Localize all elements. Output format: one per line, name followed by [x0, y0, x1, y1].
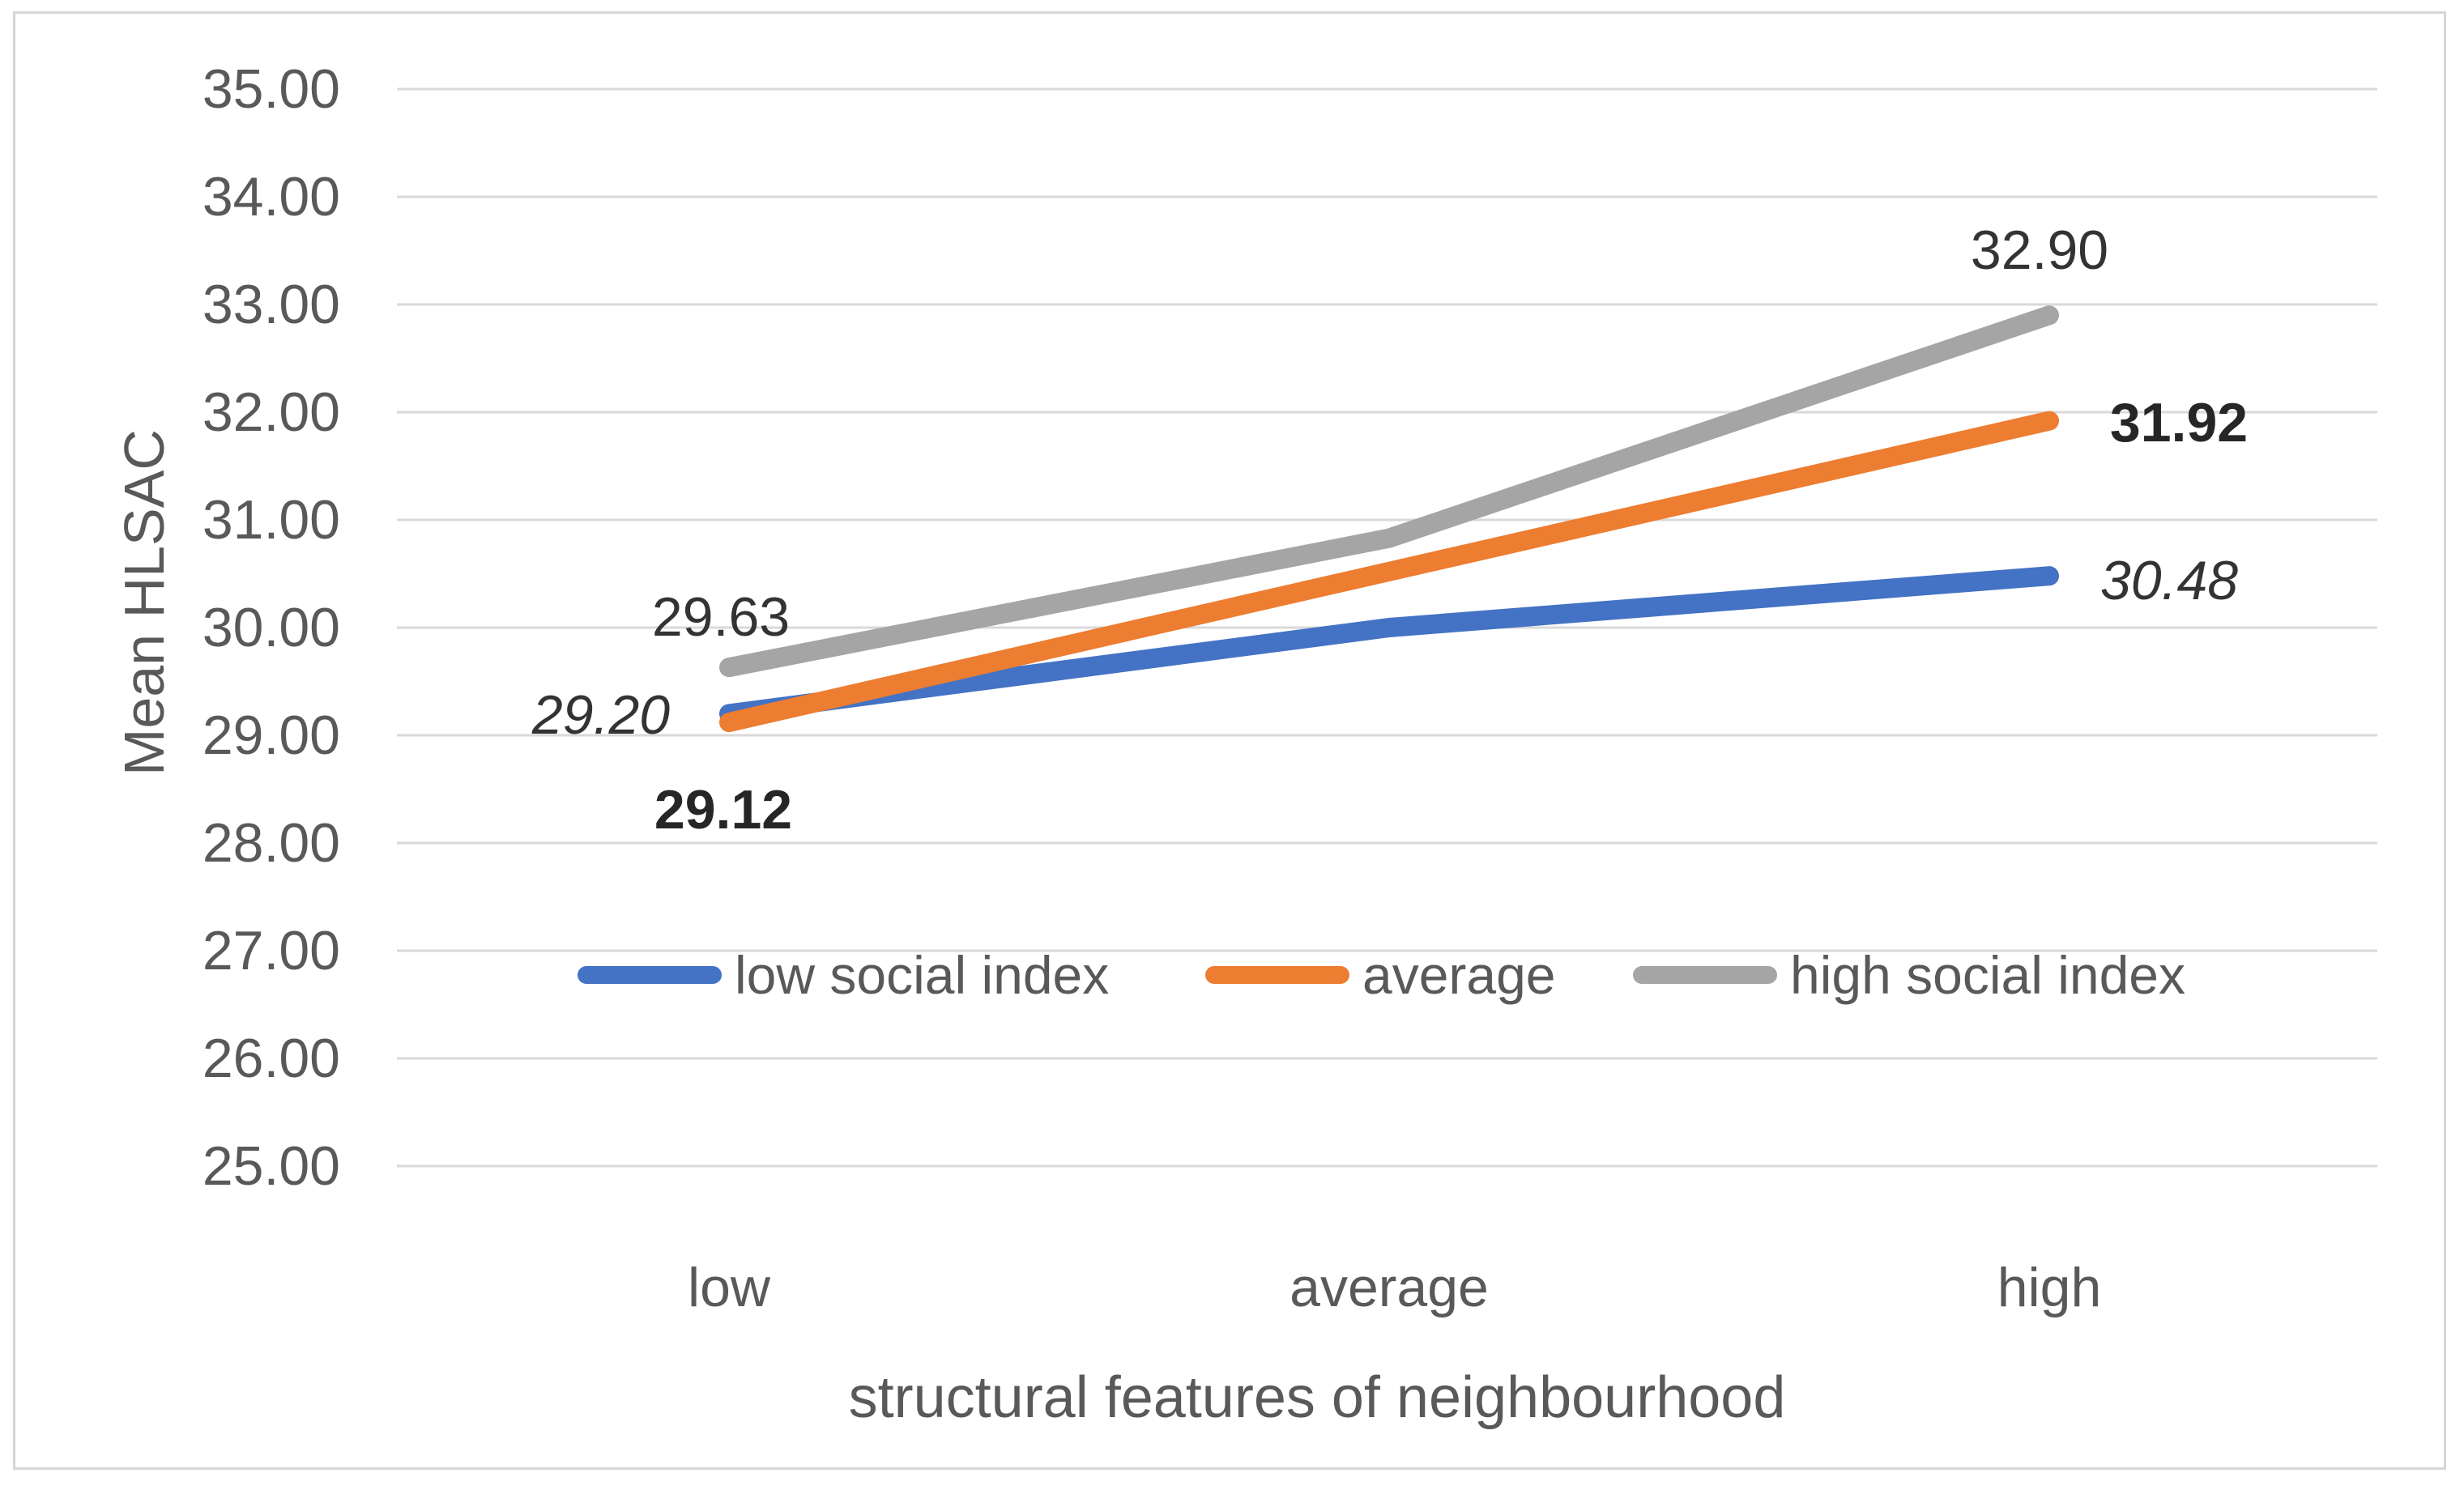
- y-tick-label: 33.00: [202, 274, 340, 335]
- y-tick-label: 35.00: [202, 58, 340, 120]
- series-line-average: [719, 411, 2059, 733]
- series-line-high-social-index: [719, 305, 2059, 678]
- data-label-31.92: 31.92: [2109, 391, 2249, 453]
- legend-swatch-icon: [1633, 966, 1777, 984]
- legend-swatch-icon: [1205, 966, 1349, 984]
- y-tick-label: 25.00: [202, 1135, 340, 1197]
- y-tick-label: 31.00: [202, 489, 340, 551]
- legend-item-low-social-index: low social index: [578, 945, 1110, 1005]
- series-line-low-social-index: [719, 566, 2059, 724]
- x-tick-label-average: average: [1290, 1257, 1489, 1318]
- data-label-30.48: 30.48: [2100, 550, 2239, 612]
- legend-item-average: average: [1205, 945, 1556, 1005]
- y-tick-label: 28.00: [202, 812, 340, 874]
- data-label-29.20: 29.20: [531, 684, 671, 747]
- legend-item-high-social-index: high social index: [1633, 945, 2185, 1005]
- data-label-29.12: 29.12: [654, 779, 793, 841]
- data-label-32.90: 32.90: [1970, 219, 2109, 282]
- legend-swatch-icon: [578, 966, 722, 984]
- x-tick-label-low: low: [687, 1257, 771, 1318]
- legend-label: high social index: [1790, 945, 2185, 1005]
- y-tick-label: 29.00: [202, 705, 340, 766]
- x-tick-label-high: high: [1997, 1257, 2102, 1318]
- legend-label: average: [1362, 945, 1556, 1005]
- y-tick-label: 30.00: [202, 597, 340, 658]
- legend-label: low social index: [735, 945, 1110, 1005]
- y-axis-title: Mean HLSAC: [113, 429, 176, 776]
- y-tick-label: 32.00: [202, 381, 340, 443]
- data-label-29.63: 29.63: [651, 586, 791, 649]
- y-tick-label: 26.00: [202, 1028, 340, 1089]
- y-tick-label: 34.00: [202, 166, 340, 228]
- x-axis-title: structural features of neighbourhood: [848, 1365, 1786, 1430]
- chart-border-frame: [13, 11, 2446, 1470]
- y-tick-label: 27.00: [202, 920, 340, 981]
